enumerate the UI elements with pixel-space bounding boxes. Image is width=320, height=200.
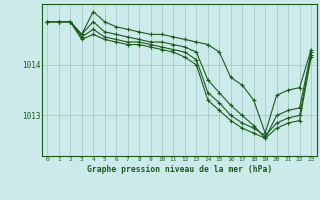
X-axis label: Graphe pression niveau de la mer (hPa): Graphe pression niveau de la mer (hPa)	[87, 165, 272, 174]
